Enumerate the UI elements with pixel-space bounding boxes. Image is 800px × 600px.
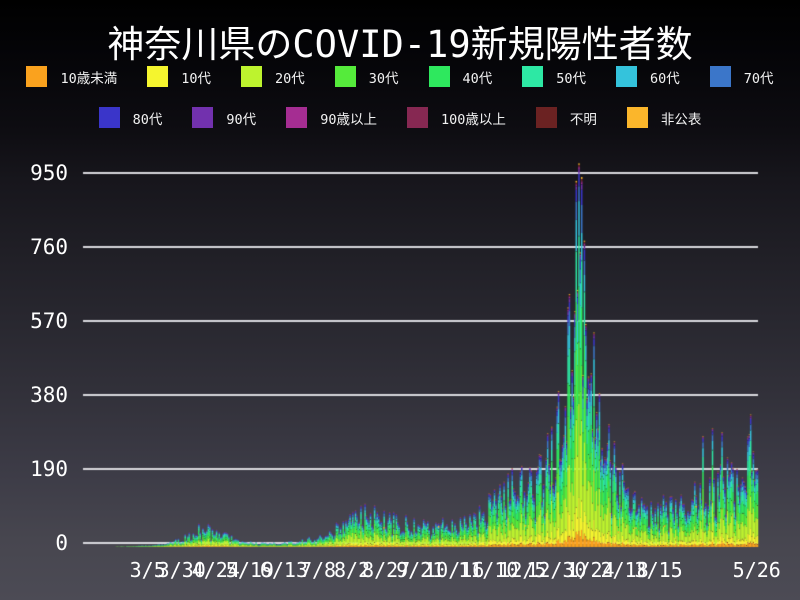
legend-label: 非公表 [660, 111, 702, 128]
legend-swatch-icon [147, 66, 169, 87]
legend-item: 20代 [240, 66, 305, 87]
legend-swatch-icon [98, 107, 120, 128]
y-tick-label: 570 [30, 309, 68, 333]
y-tick-label: 950 [30, 161, 68, 185]
legend-item: 90代 [192, 107, 256, 128]
legend-swatch-icon [616, 66, 638, 87]
x-tick-label: 8/2 [334, 558, 371, 582]
x-tick-label: 11/10 [458, 558, 519, 582]
legend-item: 50代 [522, 66, 586, 87]
legend-item: 10歳未満 [26, 66, 117, 87]
x-tick-label: 1/24 [566, 558, 615, 582]
legend-item: 40代 [428, 66, 493, 87]
legend-label: 100歳以上 [440, 111, 506, 128]
legend-label: 80代 [132, 111, 163, 128]
x-tick-label: 7/8 [299, 558, 337, 582]
legend-label: 不明 [569, 111, 597, 128]
legend-label: 50代 [556, 70, 587, 87]
legend-swatch-icon [428, 66, 450, 87]
legend-label: 30代 [368, 70, 399, 87]
legend-swatch-icon [286, 107, 308, 128]
legend-item: 30代 [334, 66, 399, 87]
x-tick-label: 9/21 [396, 558, 445, 582]
legend-label: 20代 [274, 70, 305, 87]
x-tick-label: 12/30 [526, 558, 587, 582]
legend-label: 90歳以上 [320, 111, 377, 128]
legend-row-1: 10歳未満 10代 20代 30代 40代 50代 60代 70代 [0, 66, 800, 87]
x-tick-label: 3/30 [157, 558, 206, 582]
legend-label: 10歳未満 [60, 70, 118, 87]
legend-item: 10代 [147, 66, 211, 87]
x-tick-label: 10/16 [424, 558, 485, 582]
page-title: 神奈川県のCOVID-19新規陽性者数 [107, 23, 693, 66]
x-tick-label: 5/19 [225, 558, 274, 582]
legend-swatch-icon [535, 107, 557, 128]
x-tick-label: 5/26 [732, 558, 781, 582]
legend-label: 70代 [743, 70, 774, 87]
legend-swatch-icon [709, 66, 731, 87]
x-tick-label: 3/5 [129, 558, 166, 582]
legend-item: 不明 [535, 107, 597, 128]
legend-item: 90歳以上 [286, 107, 377, 128]
x-tick-label: 2/18 [600, 558, 649, 582]
legend-label: 60代 [650, 70, 680, 87]
legend-label: 40代 [462, 70, 493, 87]
x-tick-label: 3/15 [634, 558, 683, 582]
legend-label: 10代 [181, 70, 211, 87]
legend-swatch-icon [406, 107, 428, 128]
legend-row-2: 80代 90代 90歳以上 100歳以上 不明 非公表 [0, 107, 800, 128]
legend-swatch-icon [626, 107, 648, 128]
legend-item: 60代 [616, 66, 680, 87]
legend-swatch-icon [522, 66, 544, 87]
legend-swatch-icon [26, 66, 48, 87]
legend-swatch-icon [240, 66, 262, 87]
legend-item: 80代 [98, 107, 163, 128]
y-tick-label: 190 [30, 457, 68, 481]
x-tick-label: 12/5 [498, 558, 547, 582]
y-tick-label: 760 [30, 235, 68, 259]
legend-item: 70代 [709, 66, 774, 87]
legend-item: 100歳以上 [406, 107, 506, 128]
x-tick-label: 8/27 [362, 558, 411, 582]
x-tick-label: 6/13 [259, 558, 309, 582]
legend-item: 非公表 [626, 107, 702, 128]
legend-label: 90代 [226, 111, 257, 128]
legend-swatch-icon [192, 107, 214, 128]
x-tick-label: 4/24 [191, 558, 240, 582]
y-tick-label: 380 [30, 383, 68, 407]
legend-swatch-icon [334, 66, 356, 87]
y-tick-label: 0 [55, 531, 68, 555]
